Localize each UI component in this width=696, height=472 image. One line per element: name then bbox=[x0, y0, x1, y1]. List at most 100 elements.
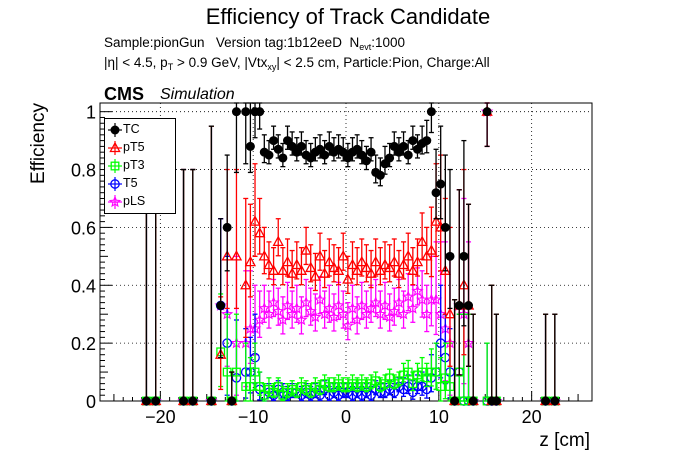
data-point bbox=[431, 367, 441, 377]
data-point bbox=[346, 301, 359, 314]
legend-label: pT3 bbox=[123, 158, 145, 172]
data-point bbox=[245, 382, 255, 391]
data-point bbox=[267, 296, 280, 308]
data-point bbox=[290, 301, 304, 314]
legend-symbol bbox=[110, 125, 120, 135]
data-point bbox=[411, 255, 424, 267]
data-point bbox=[241, 107, 251, 117]
data-point bbox=[343, 382, 353, 391]
data-point bbox=[392, 296, 406, 308]
data-point bbox=[278, 390, 288, 400]
legend-label: pLS bbox=[123, 194, 146, 208]
data-point bbox=[436, 382, 446, 391]
data-point bbox=[440, 373, 450, 383]
data-point bbox=[379, 258, 391, 270]
legend-symbol bbox=[108, 195, 122, 208]
y-tick-label: 0 bbox=[86, 392, 96, 412]
data-point bbox=[338, 382, 348, 391]
y-tick-label: 0.4 bbox=[71, 276, 96, 296]
data-point bbox=[267, 264, 280, 275]
data-point bbox=[278, 153, 288, 163]
data-point bbox=[383, 310, 396, 323]
data-point bbox=[375, 382, 385, 391]
data-point bbox=[459, 251, 469, 261]
data-point bbox=[264, 384, 274, 394]
data-point bbox=[420, 307, 433, 320]
data-point bbox=[356, 255, 368, 267]
legend-marker bbox=[108, 177, 122, 191]
data-point bbox=[464, 301, 474, 311]
data-point bbox=[255, 382, 265, 391]
data-point bbox=[369, 296, 382, 308]
data-point bbox=[255, 107, 265, 117]
data-point bbox=[179, 396, 189, 406]
data-point bbox=[468, 396, 478, 406]
data-point bbox=[313, 293, 327, 306]
data-point bbox=[240, 278, 252, 290]
data-point bbox=[285, 307, 299, 320]
data-point bbox=[401, 290, 415, 303]
nevt-value: :1000 bbox=[371, 35, 406, 50]
data-point bbox=[222, 222, 232, 232]
data-point bbox=[272, 304, 285, 317]
data-point bbox=[283, 387, 292, 397]
data-point bbox=[304, 304, 317, 317]
data-point bbox=[444, 307, 456, 319]
data-point bbox=[388, 304, 401, 317]
data-point bbox=[417, 367, 427, 377]
data-point bbox=[231, 107, 241, 117]
data-point bbox=[332, 299, 345, 311]
sample-name: Sample:pionGun bbox=[104, 35, 205, 50]
y-tick-label: 0.6 bbox=[71, 218, 96, 238]
data-point bbox=[318, 267, 331, 278]
data-point bbox=[406, 301, 420, 314]
data-point bbox=[348, 379, 357, 389]
data-point bbox=[281, 255, 294, 267]
y-axis-label: Efficiency bbox=[28, 103, 49, 184]
legend-entry-pt5: pT5 bbox=[105, 139, 175, 157]
data-point bbox=[375, 170, 385, 180]
cuts-pt: > 0.9 GeV, |Vtx bbox=[173, 55, 268, 70]
legend-entry-pt3: pT3 bbox=[105, 157, 175, 175]
data-point bbox=[436, 179, 446, 189]
legend-label: TC bbox=[123, 122, 140, 136]
data-point bbox=[337, 307, 350, 320]
data-point bbox=[286, 267, 298, 278]
data-point bbox=[355, 299, 368, 311]
legend-marker bbox=[108, 123, 122, 137]
data-point bbox=[309, 310, 322, 323]
data-point bbox=[206, 396, 216, 406]
legend-entry-t5: T5 bbox=[105, 175, 175, 193]
data-point bbox=[295, 313, 308, 326]
data-point bbox=[323, 255, 335, 267]
data-point bbox=[324, 382, 334, 391]
legend-label: pT5 bbox=[123, 140, 145, 154]
data-point bbox=[550, 396, 560, 406]
data-point bbox=[422, 373, 432, 383]
data-point bbox=[334, 379, 344, 389]
data-point bbox=[296, 382, 306, 391]
data-point bbox=[337, 249, 349, 261]
cuts-eta: |η| < 4.5, p bbox=[104, 55, 168, 70]
y-tick-label: 1 bbox=[86, 103, 96, 123]
data-point bbox=[383, 261, 396, 273]
data-point bbox=[357, 379, 367, 389]
data-point bbox=[430, 215, 442, 226]
data-point bbox=[365, 267, 377, 278]
data-point bbox=[374, 307, 387, 320]
data-point bbox=[413, 370, 422, 380]
data-point bbox=[416, 235, 428, 247]
x-tick-label: 0 bbox=[341, 407, 351, 427]
data-point bbox=[360, 307, 373, 320]
legend: TC pT5 pT3 T5 pLS bbox=[104, 118, 176, 214]
data-point bbox=[385, 373, 395, 383]
data-point bbox=[352, 382, 362, 391]
data-point bbox=[328, 261, 340, 273]
legend-symbol bbox=[109, 141, 121, 153]
data-point bbox=[269, 136, 279, 146]
legend-marker bbox=[108, 141, 122, 155]
data-point bbox=[397, 258, 410, 270]
x-tick-label: −10 bbox=[238, 407, 269, 427]
nevt-subscript: evt bbox=[359, 42, 372, 52]
